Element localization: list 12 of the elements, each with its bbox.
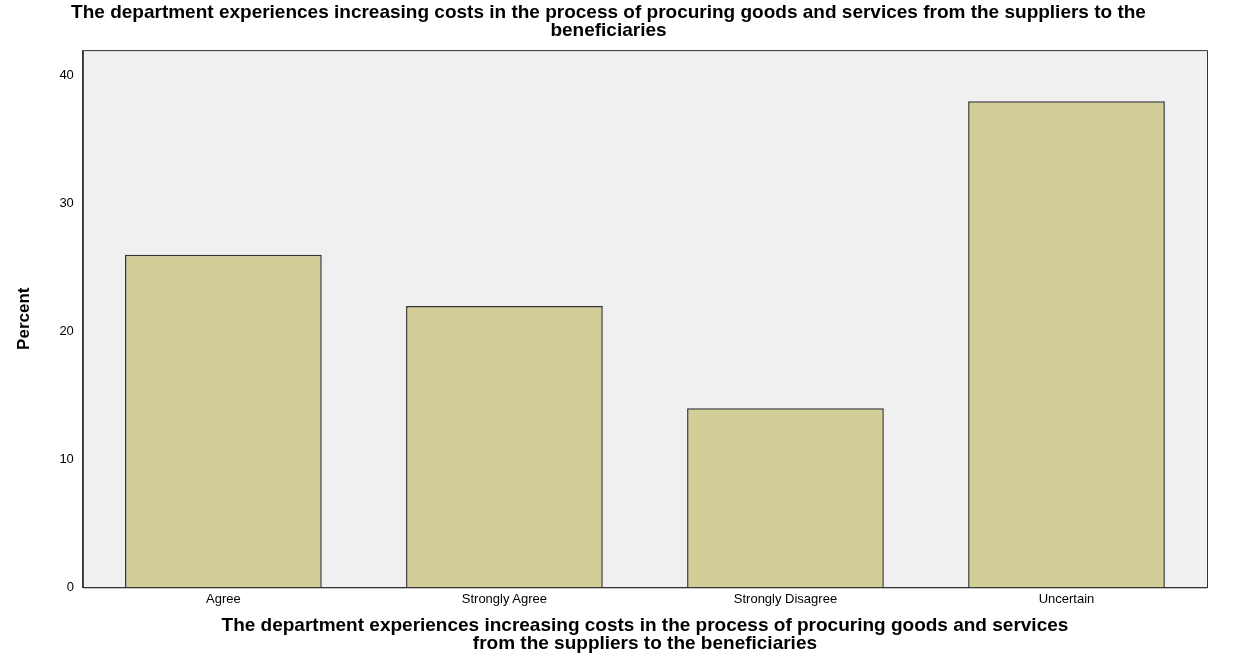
y-tick-label: 30: [59, 195, 74, 211]
x-tick-label: Strongly Disagree: [733, 590, 838, 606]
x-tick-label: Uncertain: [1038, 590, 1095, 606]
y-tick-label: 20: [59, 323, 74, 339]
y-axis-title: Percent: [13, 287, 33, 350]
chart-title: The department experiences increasing costs in the process of procuring goods and services from the suppliers to the beneficiaries: [71, 1, 1146, 41]
x-tick-label: Strongly Agree: [461, 590, 548, 606]
x-axis-title: The department experiences increasing costs in the process of procuring goods and services from the suppliers to the beneficiaries: [221, 614, 1069, 654]
y-tick-label: 10: [59, 450, 74, 466]
x-tick-label: Agree: [206, 590, 241, 606]
y-tick-label: 0: [66, 578, 74, 594]
y-tick-label: 40: [59, 67, 74, 83]
